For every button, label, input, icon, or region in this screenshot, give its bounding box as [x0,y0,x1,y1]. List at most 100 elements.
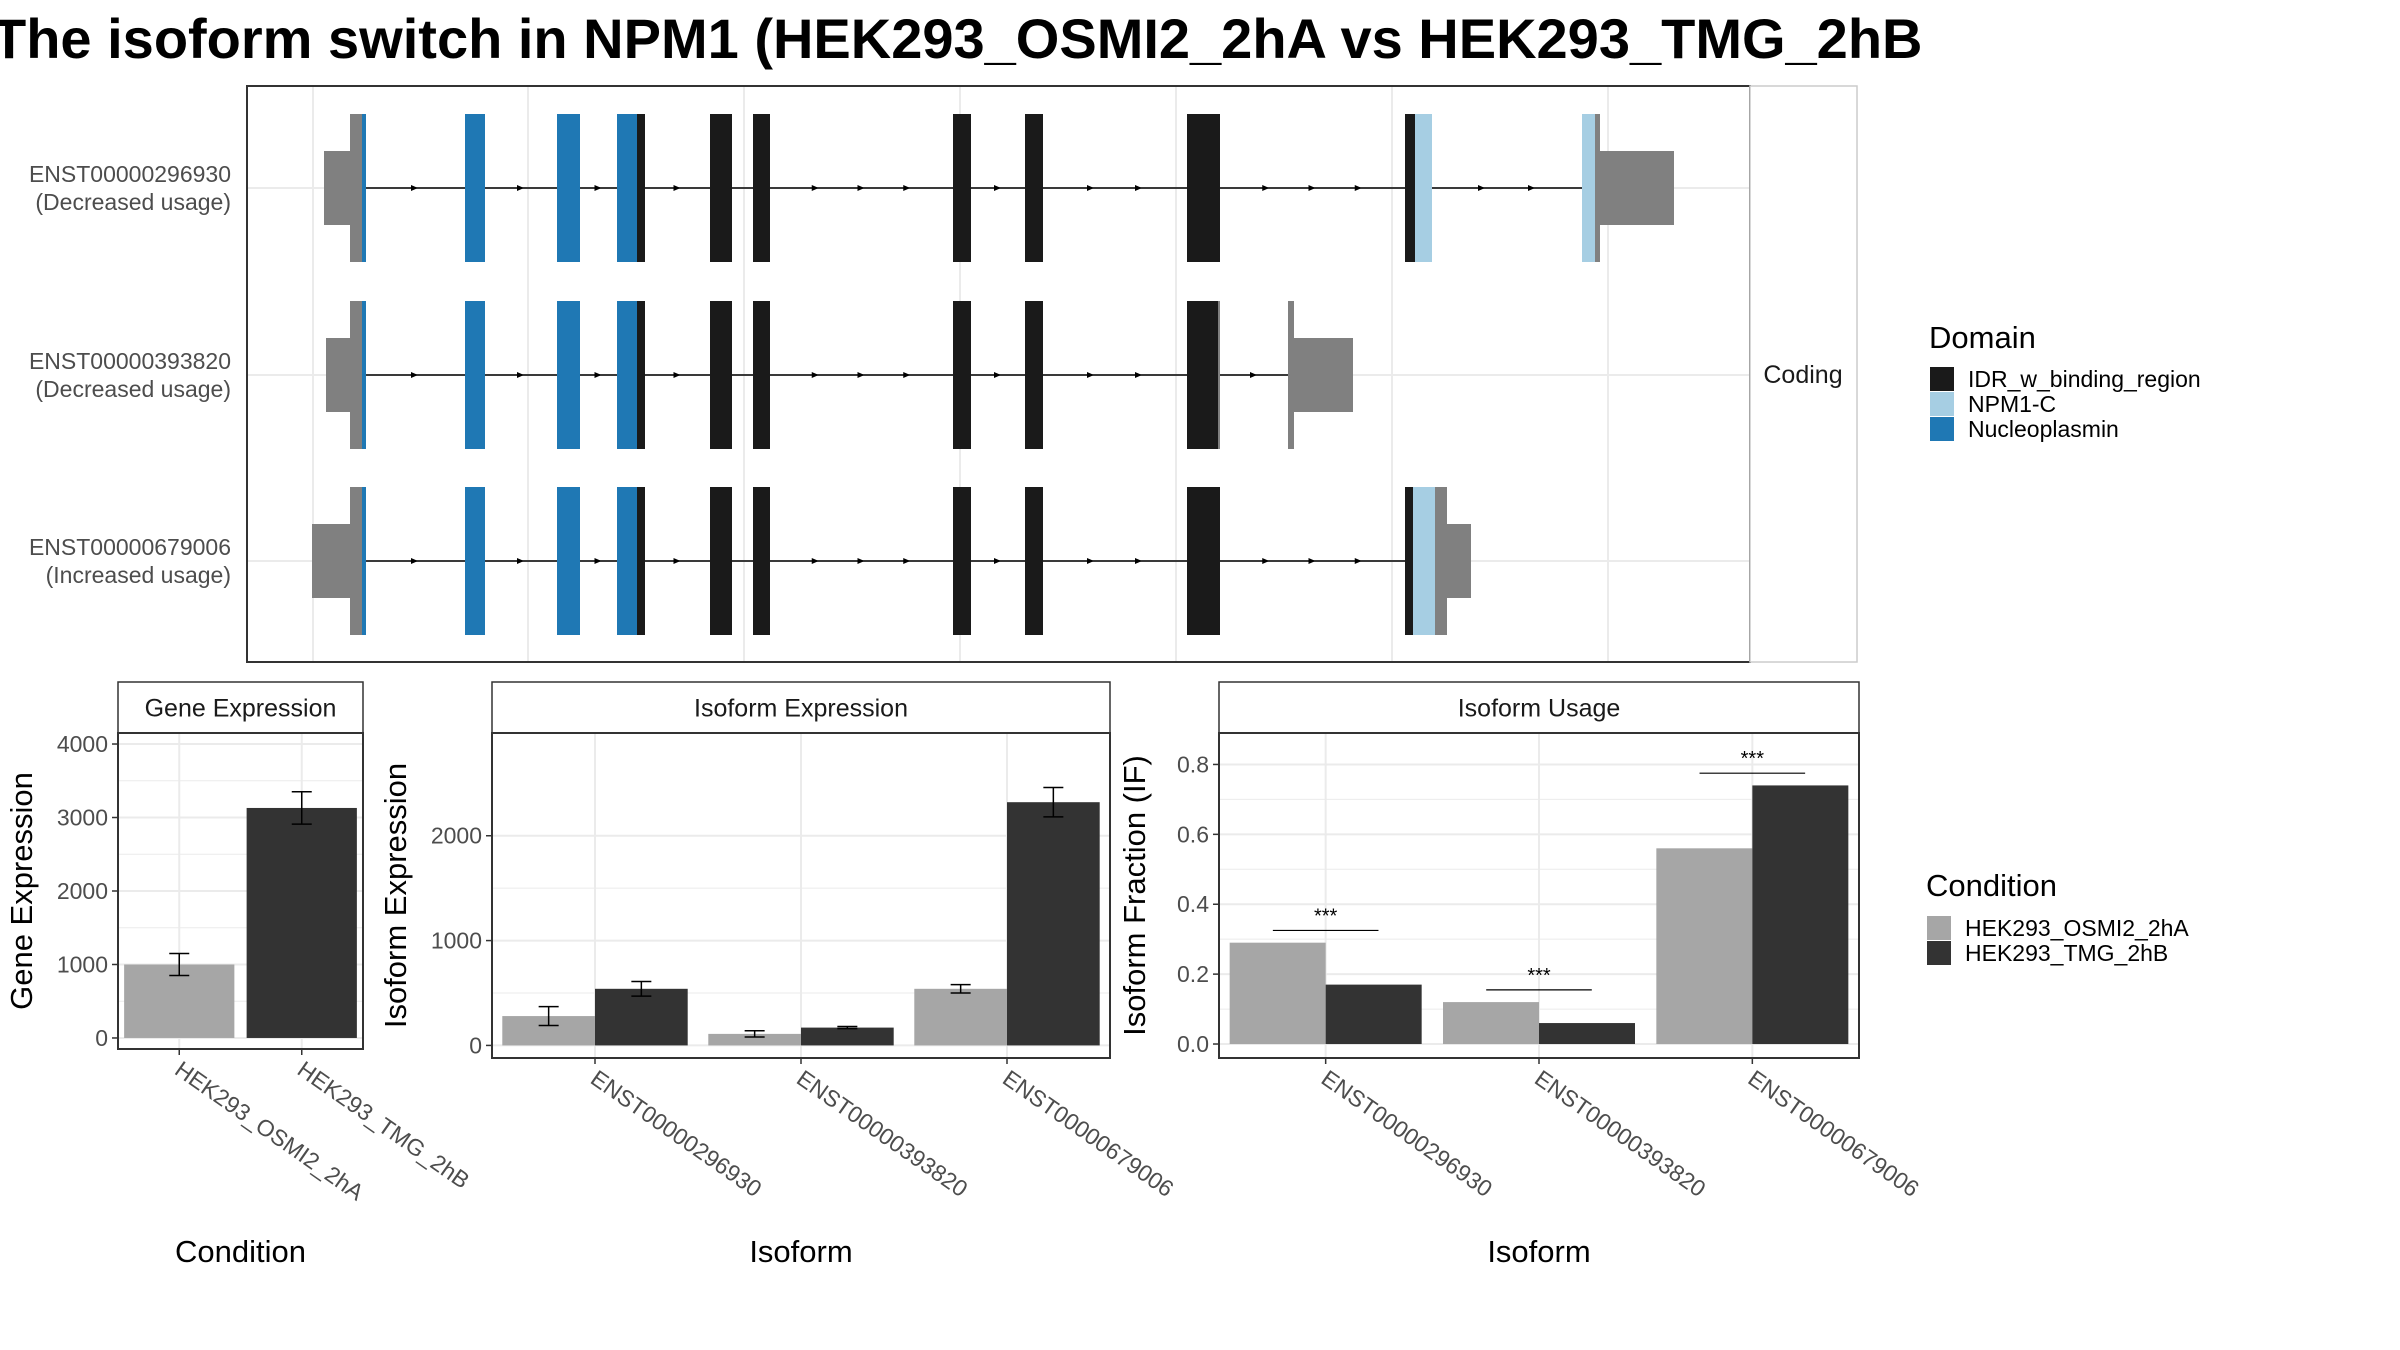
bar [1229,942,1326,1045]
utr-block [312,524,352,598]
intron-direction-arrow [903,372,911,378]
intron-direction-arrow [1250,372,1257,378]
first-exon-coding-edge [362,114,366,262]
bar [1325,984,1422,1045]
intron-direction-arrow [1087,185,1094,191]
condition-legend-label: HEK293_OSMI2_2hA [1965,915,2189,941]
plot-border [1218,732,1860,1059]
bar [595,988,688,1046]
panel-strip [117,681,364,734]
intron-direction-arrow [903,558,911,564]
coding-exon [753,487,770,635]
isoform-label: ENST00000393820 [29,348,231,374]
intron-direction-arrow [1354,558,1362,564]
coding-exon [1187,114,1220,262]
first-exon-utr [350,301,365,449]
intron-direction-arrow [857,185,865,191]
coding-exon [637,487,645,635]
x-axis-title: Condition [175,1234,306,1269]
coding-exon [617,301,637,449]
utr-block [326,338,352,412]
panel-strip [1218,681,1860,734]
bar [124,964,235,1038]
facet-label-coding: Coding [1763,361,1842,389]
figure-title: The isoform switch in NPM1 (HEK293_OSMI2… [0,7,1922,70]
x-tick-label: ENST00000393820 [792,1065,972,1202]
facet-strip [1749,85,1858,663]
coding-exon [617,487,637,635]
intron-direction-arrow [1354,185,1362,191]
bar [1443,1002,1539,1045]
condition-legend-label: HEK293_TMG_2hB [1965,940,2168,966]
coding-exon [1187,487,1220,635]
intron-direction-arrow [517,185,524,191]
intron-direction-arrow [1478,185,1485,191]
intron-direction-arrow [811,185,819,191]
isoform-usage-note: (Decreased usage) [35,376,231,402]
coding-exon [557,301,580,449]
coding-exon [1415,114,1432,262]
utr-block [1294,338,1353,412]
utr-block [1600,151,1674,225]
domain-legend-swatch [1930,367,1954,391]
y-tick-label: 0.0 [1177,1031,1209,1057]
x-tick-label: ENST00000296930 [586,1065,766,1202]
x-axis-title: Isoform [1487,1234,1590,1269]
y-axis-title: Isoform Expression [378,763,413,1028]
intron-direction-arrow [673,185,681,191]
coding-exon [953,487,971,635]
y-tick-label: 0.4 [1177,891,1209,917]
coding-exon [953,301,971,449]
panel-strip-title: Isoform Expression [694,695,908,723]
x-tick-label: ENST00000679006 [1743,1065,1923,1202]
first-exon-coding-edge [362,301,366,449]
intron-direction-arrow [1135,558,1142,564]
intron-direction-arrow [1135,372,1142,378]
coding-exon [1288,301,1294,449]
y-tick-label: 0.2 [1177,961,1209,987]
condition-legend-swatch [1927,941,1951,965]
first-exon-coding-edge [362,487,366,635]
intron-direction-arrow [1308,558,1316,564]
coding-exon [1025,301,1043,449]
bar [1656,848,1753,1045]
intron-direction-arrow [811,558,819,564]
y-tick-label: 2000 [431,823,482,849]
coding-exon [1025,114,1043,262]
domain-legend-swatch [1930,417,1954,441]
coding-exon [557,114,580,262]
coding-exon [1025,487,1043,635]
panel-strip-title: Isoform Usage [1458,695,1621,723]
intron-direction-arrow [1528,185,1535,191]
panel-strip-title: Gene Expression [145,695,337,723]
isoform-usage-panel: Isoform Usage 0.0 0.2 0.4 0.6 0.8 *** ENST00000… [1117,681,1924,1269]
coding-exon [465,487,485,635]
y-tick-label: 0.8 [1177,751,1209,777]
intron-direction-arrow [1135,185,1142,191]
intron-direction-arrow [1087,372,1094,378]
coding-exon [1405,114,1415,262]
first-exon-utr [350,487,365,635]
coding-exon [953,114,971,262]
x-tick-label: ENST00000296930 [1317,1065,1497,1202]
bar [1539,1023,1635,1045]
domain-legend-label: IDR_w_binding_region [1968,366,2201,392]
isoform-usage-note: (Increased usage) [46,562,231,588]
intron-direction-arrow [517,558,524,564]
intron-direction-arrow [994,558,1001,564]
intron-direction-arrow [903,185,911,191]
coding-exon [710,487,732,635]
bar [914,988,1007,1046]
intron-direction-arrow [594,185,602,191]
coding-exon [1187,301,1218,449]
intron-direction-arrow [411,185,418,191]
y-tick-label: 3000 [57,805,108,831]
legends: Domain IDR_w_binding_regionNPM1-CNucleopl… [1926,320,2201,966]
intron-direction-arrow [411,372,418,378]
y-axis-title: Isoform Fraction (IF) [1117,755,1152,1036]
intron-direction-arrow [857,372,865,378]
y-tick-label: 1000 [431,928,482,954]
x-axis-title: Isoform [749,1234,852,1269]
intron-direction-arrow [994,185,1001,191]
significance-marker: *** [1741,748,1765,770]
